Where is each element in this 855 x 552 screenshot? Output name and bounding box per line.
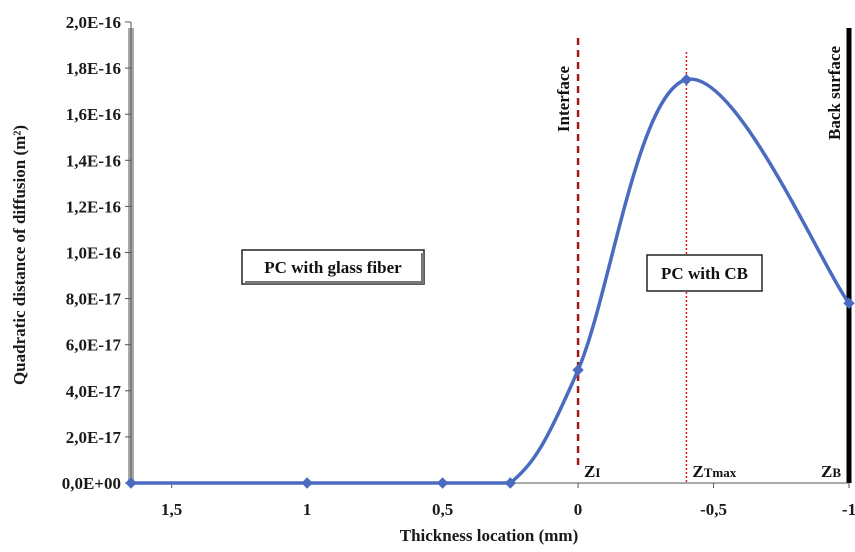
x-tick-label: 0 (574, 500, 583, 519)
x-axis-title: Thickness location (mm) (400, 526, 579, 545)
y-tick-label: 1,6E-16 (66, 105, 121, 124)
x-tick-label: -1 (842, 500, 855, 519)
data-point (301, 477, 313, 489)
data-point (436, 477, 449, 489)
data-point (572, 364, 584, 376)
region-label: PC with CB (661, 264, 748, 283)
y-tick-label: 1,4E-16 (66, 151, 121, 170)
y-tick-label: 1,0E-16 (66, 244, 121, 263)
y-axis-title: Quadratic distance of diffusion (m²) (10, 125, 29, 385)
data-point (680, 73, 693, 86)
y-tick-label: 2,0E-16 (66, 13, 121, 32)
region-label-box (646, 254, 763, 292)
region-label: PC with glass fiber (264, 258, 402, 277)
vertical-line-label: Back surface (825, 46, 844, 140)
position-marker: ZTmax (692, 462, 736, 481)
position-marker: ZB (821, 462, 841, 481)
y-tick-label: 1,2E-16 (66, 197, 121, 216)
x-tick-label: -0,5 (700, 500, 727, 519)
x-tick-label: 0,5 (432, 500, 453, 519)
data-point (843, 297, 855, 309)
y-tick-label: 2,0E-17 (66, 428, 122, 447)
y-tick-label: 4,0E-17 (66, 382, 122, 401)
x-tick-label: 1 (303, 500, 312, 519)
y-tick-label: 1,8E-16 (66, 59, 121, 78)
data-point (504, 477, 517, 489)
data-point (125, 477, 137, 489)
y-tick-label: 8,0E-17 (66, 290, 122, 309)
y-tick-label: 0,0E+00 (62, 474, 121, 493)
region-label-shadow (421, 253, 424, 284)
vertical-line-label: Interface (554, 66, 573, 133)
y-tick-label: 6,0E-17 (66, 336, 122, 355)
position-marker: ZI (584, 462, 600, 481)
x-tick-label: 1,5 (161, 500, 182, 519)
region-label-shadow (245, 281, 424, 284)
